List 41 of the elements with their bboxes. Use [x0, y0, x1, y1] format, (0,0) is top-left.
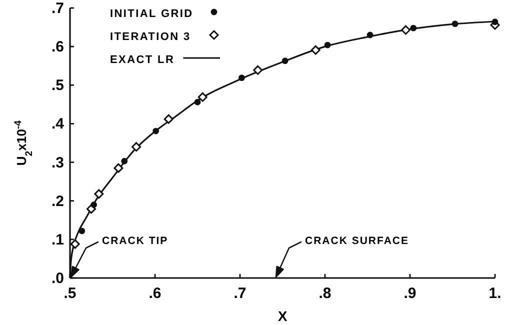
annotation: CRACK SURFACE: [305, 235, 410, 247]
x-tick-label: .6: [148, 285, 162, 302]
point: [198, 92, 208, 102]
y-tick-label: .5: [51, 77, 64, 94]
point: [78, 228, 86, 234]
y-tick-label: .1: [51, 231, 64, 248]
point: [238, 74, 245, 82]
y-tick-label: .4: [51, 116, 65, 133]
x-axis-title: X: [278, 308, 288, 324]
point: [492, 18, 498, 26]
point: [253, 65, 263, 75]
point: [310, 45, 320, 55]
point: [282, 58, 288, 64]
point: [121, 158, 128, 164]
legend-label: INITIAL GRID: [110, 8, 194, 20]
point: [132, 142, 142, 152]
point: [164, 114, 174, 124]
point: [90, 202, 97, 208]
point: [401, 25, 410, 35]
y-tick-label: .3: [51, 154, 64, 172]
legend-label: EXACT LR: [110, 54, 175, 66]
x-tick-label: .5: [64, 285, 76, 302]
y-tick-label: .7: [51, 0, 64, 17]
x-tick-label: .9: [404, 285, 416, 302]
x-tick-label: .7: [234, 285, 246, 302]
y-tick-label: .2: [51, 192, 64, 210]
point: [366, 32, 374, 38]
point: [114, 163, 124, 173]
point: [70, 239, 80, 249]
annotation: CRACK TIP: [102, 235, 168, 247]
y-tick-label: .0: [51, 270, 64, 287]
point: [152, 128, 160, 134]
x-tick-label: 1.: [488, 285, 502, 302]
point: [194, 98, 201, 106]
point: [410, 24, 417, 32]
legend-label: ITERATION 3: [110, 31, 191, 43]
x-tick-label: .8: [318, 285, 332, 302]
y-tick-label: .6: [51, 38, 64, 56]
point: [452, 20, 458, 28]
point: [94, 189, 104, 199]
point: [324, 42, 331, 48]
